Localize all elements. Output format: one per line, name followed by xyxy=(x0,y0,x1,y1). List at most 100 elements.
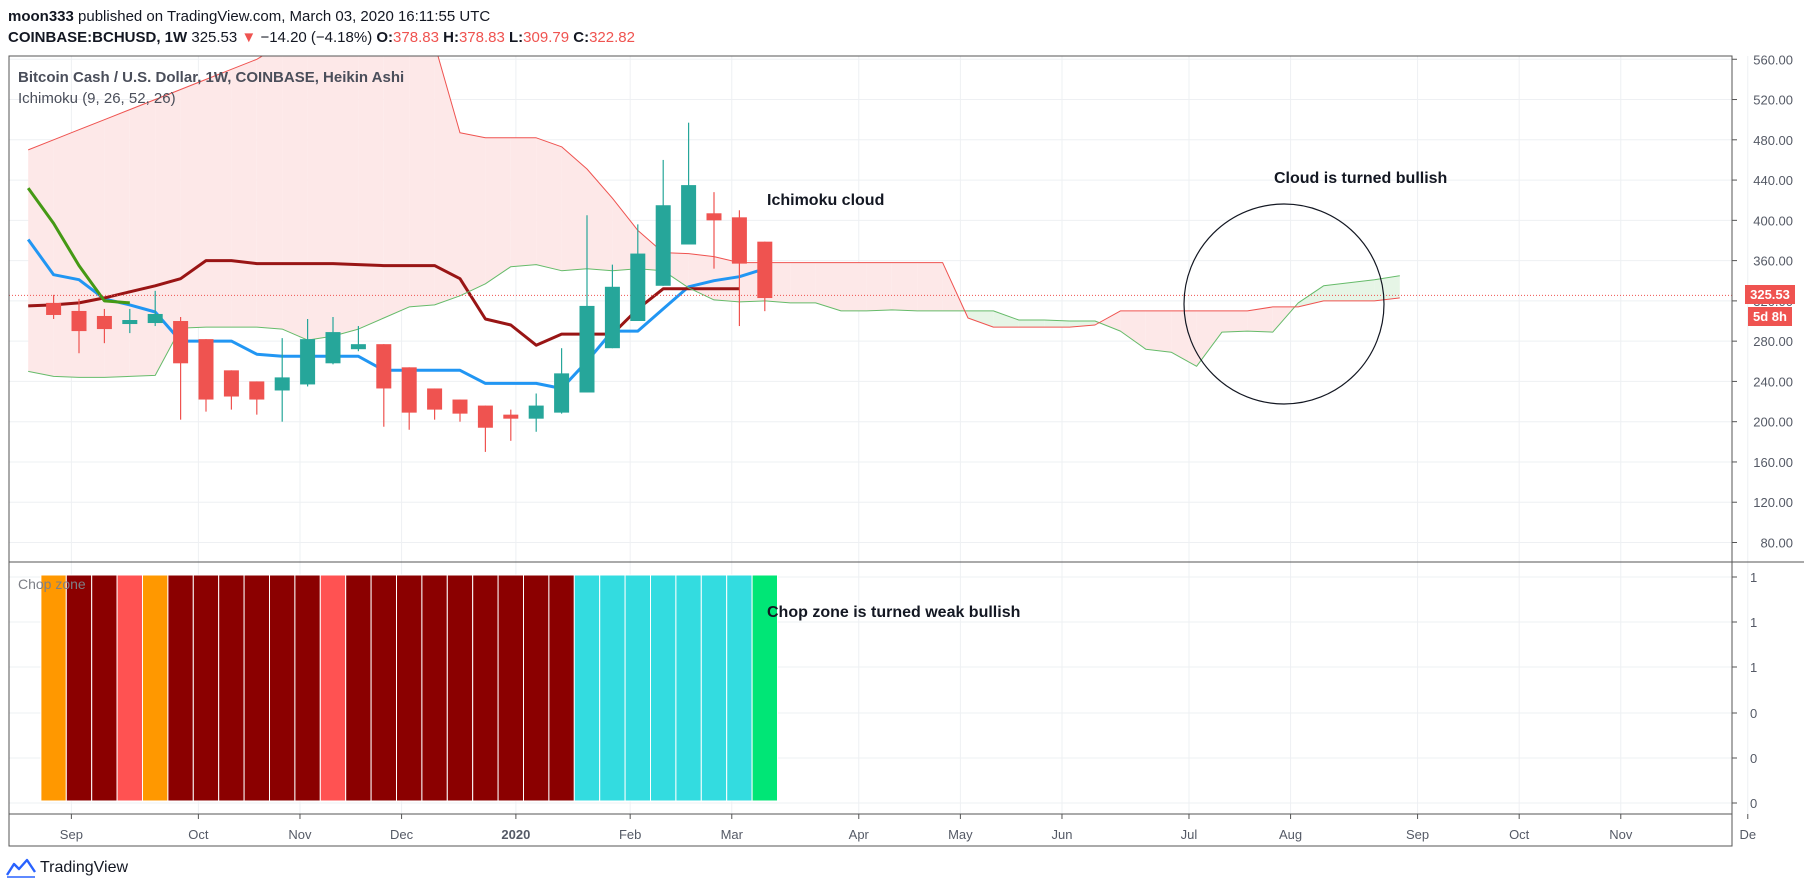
candle-body xyxy=(274,377,290,391)
last-price-tag-bg xyxy=(1745,285,1795,304)
candles xyxy=(46,122,773,452)
x-tick-label: Jun xyxy=(1051,827,1072,842)
chart-frame xyxy=(8,55,1804,847)
candle-body xyxy=(46,302,62,315)
candle-body xyxy=(681,185,697,245)
chop-bar xyxy=(497,574,525,802)
chop-bar xyxy=(65,574,93,802)
tradingview-logo[interactable]: TradingView xyxy=(6,858,128,878)
open-label: O: xyxy=(376,29,394,46)
chop-y-tick-label: 0 xyxy=(1750,796,1757,811)
close-label: C: xyxy=(573,29,590,46)
x-tick-label: Dec xyxy=(390,827,414,842)
kijun-line xyxy=(28,259,740,347)
last-price-tag: 325.53 xyxy=(1750,287,1790,302)
x-tick-label: De xyxy=(1739,827,1756,842)
cloud-segment xyxy=(180,79,206,329)
span_a-line xyxy=(28,264,1400,378)
countdown-tag-bg xyxy=(1748,307,1792,326)
y-tick-label: 80.00 xyxy=(1760,536,1793,551)
cloud-segment xyxy=(587,168,613,271)
y-tick-label: 400.00 xyxy=(1753,213,1793,228)
chop-bar xyxy=(345,574,372,802)
cloud-segment xyxy=(1247,306,1273,333)
x-tick-label: Oct xyxy=(188,827,209,842)
author-name[interactable]: moon333 xyxy=(8,8,74,25)
cloud-segment xyxy=(1349,279,1375,301)
candle-body xyxy=(249,381,265,400)
candle-body xyxy=(630,253,646,322)
low-label: L: xyxy=(509,29,524,46)
annotation-chop-bullish[interactable]: Chop zone is turned weak bullish xyxy=(767,604,1020,621)
cloud-segment xyxy=(333,56,359,337)
lagging-line xyxy=(26,187,130,305)
candle-body xyxy=(706,213,722,221)
cloud-segment xyxy=(485,137,511,284)
chop-y-tick-label: 1 xyxy=(1750,615,1757,630)
y-tick-label: 120.00 xyxy=(1753,495,1793,510)
chart-header: moon333 published on TradingView.com, Ma… xyxy=(8,6,635,48)
price-tags: 325.53 5d 8h xyxy=(1745,285,1795,326)
cloud-segment xyxy=(1044,320,1070,328)
ichimoku-lines xyxy=(9,56,1732,390)
cloud-segment xyxy=(1145,310,1172,353)
chop-bar xyxy=(370,574,398,802)
legend-indicator[interactable]: Ichimoku (9, 26, 52, 26) xyxy=(18,90,176,107)
candle-body xyxy=(757,241,773,299)
x-tick-label: Feb xyxy=(619,827,641,842)
candle-body xyxy=(300,339,316,385)
cloud-segment xyxy=(891,262,918,311)
candle-body xyxy=(503,414,519,419)
chop-bar xyxy=(319,574,347,802)
cloud-segment xyxy=(1374,275,1400,301)
cloud-segment xyxy=(1196,310,1222,367)
x-tick-label: Nov xyxy=(1609,827,1633,842)
axes: 560.00520.00480.00440.00400.00360.00320.… xyxy=(60,52,1793,842)
chop-bar xyxy=(624,574,651,802)
y-tick-label: 520.00 xyxy=(1753,93,1793,108)
down-arrow-icon: ▼ xyxy=(241,29,257,46)
cloud-segment xyxy=(1298,285,1324,307)
cloud-segment xyxy=(79,119,105,378)
x-tick-label: Jul xyxy=(1181,827,1198,842)
cloud-segment xyxy=(383,56,410,318)
symbol-name: COINBASE:BCHUSD, 1W xyxy=(8,29,188,46)
cloud-segment xyxy=(307,56,333,341)
cloud-segment xyxy=(993,310,1019,328)
chop-bar xyxy=(269,574,296,802)
y-tick-label: 240.00 xyxy=(1753,374,1793,389)
annotation-ichimoku-cloud[interactable]: Ichimoku cloud xyxy=(767,192,884,209)
cloud-segment xyxy=(815,262,841,311)
cloud-segment xyxy=(917,262,943,311)
annotation-circle[interactable] xyxy=(1183,203,1385,405)
x-tick-label: Sep xyxy=(60,827,83,842)
chop-bar xyxy=(294,574,321,802)
cloud-segment xyxy=(968,310,994,328)
cloud-segment xyxy=(536,137,562,271)
candle-body xyxy=(96,315,112,330)
high-value: 378.83 xyxy=(458,29,505,46)
cloud-segment xyxy=(561,146,587,271)
publish-line: moon333 published on TradingView.com, Ma… xyxy=(8,6,635,27)
y-tick-label: 360.00 xyxy=(1753,254,1793,269)
x-tick-label: Aug xyxy=(1279,827,1302,842)
cloud-segment xyxy=(1171,310,1197,367)
outer-frame xyxy=(8,55,1733,847)
chop-bar xyxy=(650,574,677,802)
chop-zone-label[interactable]: Chop zone xyxy=(18,576,86,592)
legend-title[interactable]: Bitcoin Cash / U.S. Dollar, 1W, COINBASE… xyxy=(18,69,404,86)
candle-body xyxy=(376,344,392,389)
x-tick-label: Oct xyxy=(1509,827,1530,842)
annotation-cloud-bullish[interactable]: Cloud is turned bullish xyxy=(1274,170,1447,187)
candle-body xyxy=(198,339,214,400)
chop-bar xyxy=(548,574,575,802)
low-value: 309.79 xyxy=(523,29,570,46)
cloud-segment xyxy=(409,56,435,307)
cloud-segment xyxy=(129,99,156,377)
chop-bar xyxy=(751,574,778,802)
y-tick-label: 160.00 xyxy=(1753,455,1793,470)
tradingview-logo-icon xyxy=(6,858,36,878)
cloud-segment xyxy=(1069,321,1095,328)
candle-body xyxy=(604,286,620,349)
